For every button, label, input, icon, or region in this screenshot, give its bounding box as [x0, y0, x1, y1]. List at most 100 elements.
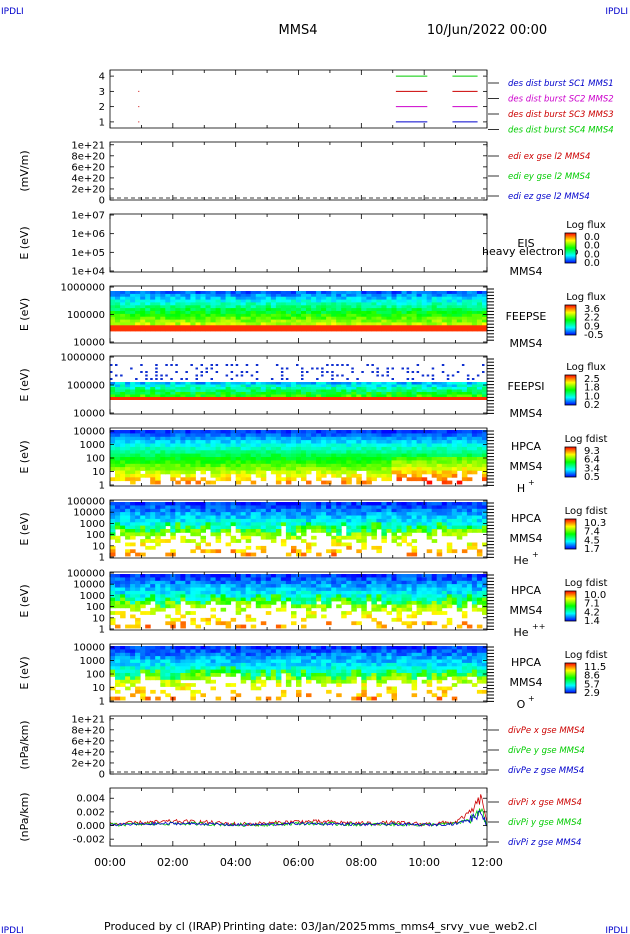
heatmap-cell [301, 539, 307, 543]
heatmap-cell [341, 433, 347, 438]
heatmap-cell [180, 322, 186, 326]
heatmap-cell [411, 467, 418, 471]
heatmap-cell [130, 328, 136, 332]
heatmap-cell [431, 305, 438, 309]
heatmap-cell [170, 477, 176, 482]
heatmap-cell [260, 316, 267, 320]
heatmap-cell [406, 387, 413, 390]
heatmap-cell [270, 539, 277, 543]
heatmap-cell [436, 604, 443, 609]
heatmap-cell [381, 293, 387, 298]
heatmap-cell [311, 502, 317, 506]
heatmap-cell [270, 387, 277, 390]
heatmap-cell [200, 387, 206, 390]
heatmap-cell [265, 467, 272, 471]
heatmap-cell [200, 440, 206, 444]
heatmap-cell [135, 463, 141, 468]
heatmap-cell [280, 313, 287, 318]
heatmap-cell [220, 430, 227, 434]
heatmap-cell [135, 604, 141, 609]
heatmap-cell [401, 594, 407, 599]
heatmap-cell [215, 325, 222, 329]
heatmap-cell [426, 457, 433, 461]
heatmap-cell [376, 460, 382, 465]
instrument-label: HPCA [511, 512, 542, 525]
heatmap-cell [220, 463, 227, 468]
heatmap-cell [145, 311, 151, 315]
heatmap-cell [155, 374, 158, 377]
heatmap-cell [316, 604, 322, 609]
heatmap-cell [225, 311, 232, 315]
heatmap-cell [265, 450, 272, 455]
heatmap-cell [140, 328, 146, 332]
heatmap-cell [371, 446, 377, 451]
heatmap-cell [381, 387, 387, 390]
heatmap-cell [386, 450, 392, 455]
heatmap-cell [260, 322, 267, 326]
heatmap-cell [346, 502, 352, 506]
heatmap-cell [225, 473, 232, 478]
heatmap-cell [376, 470, 382, 475]
heatmap-cell [471, 580, 478, 585]
heatmap-cell [376, 382, 382, 385]
heatmap-cell [210, 446, 216, 451]
heatmap-cell [205, 621, 211, 626]
heatmap-cell [361, 299, 367, 303]
heatmap-cell [346, 463, 352, 468]
heatmap-cell [270, 291, 277, 295]
heatmap-cell [220, 590, 227, 595]
heatmap-cell [351, 397, 357, 400]
heatmap-cell [461, 446, 468, 451]
heatmap-cell [391, 387, 397, 390]
heatmap-cell [426, 522, 433, 527]
heatmap-cell [331, 440, 337, 444]
heatmap-cell [215, 584, 222, 588]
heatmap-cell [110, 453, 116, 458]
heatmap-cell [220, 457, 227, 461]
heatmap-cell [421, 457, 428, 461]
heatmap-cell [185, 611, 191, 615]
heatmap-cell [291, 584, 297, 588]
heatmap-cell [200, 296, 206, 300]
heatmap-cell [175, 525, 181, 530]
heatmap-cell [336, 394, 342, 398]
heatmap-cell [255, 389, 262, 393]
heatmap-cell [336, 604, 342, 609]
heatmap-cell [260, 387, 267, 390]
heatmap-cell [240, 374, 244, 377]
heatmap-cell [431, 457, 438, 461]
heatmap-cell [115, 364, 118, 366]
heatmap-cell [386, 594, 392, 599]
heatmap-cell [461, 305, 468, 309]
heatmap-cell [160, 397, 166, 400]
heatmap-cell [160, 580, 166, 585]
heatmap-cell [416, 460, 423, 465]
heatmap-cell [466, 502, 473, 506]
heatmap-cell [175, 394, 181, 398]
heatmap-cell [446, 430, 453, 434]
heatmap-cell [296, 463, 302, 468]
heatmap-cell [346, 382, 352, 385]
heatmap-cell [426, 621, 433, 626]
heatmap-cell [120, 389, 126, 393]
heatmap-cell [336, 316, 342, 320]
heatmap-cell [376, 518, 382, 523]
heatmap-cell [220, 508, 227, 513]
heatmap-cell [446, 467, 453, 471]
heatmap-cell [235, 587, 242, 592]
heatmap-cell [180, 291, 186, 295]
heatmap-cell [436, 305, 443, 309]
instrument-spacecraft: MMS4 [510, 407, 543, 420]
heatmap-cell [446, 587, 453, 592]
heatmap-cell [155, 311, 161, 315]
heatmap-cell [466, 305, 473, 309]
heatmap-cell [326, 450, 332, 455]
heatmap-cell [160, 532, 166, 537]
heatmap-cell [376, 446, 382, 451]
heatmap-cell [311, 436, 317, 441]
heatmap-cell [426, 463, 433, 468]
heatmap-cell [235, 480, 242, 485]
heatmap-cell [306, 611, 312, 615]
heatmap-cell [225, 328, 232, 332]
heatmap-cell [336, 515, 342, 520]
